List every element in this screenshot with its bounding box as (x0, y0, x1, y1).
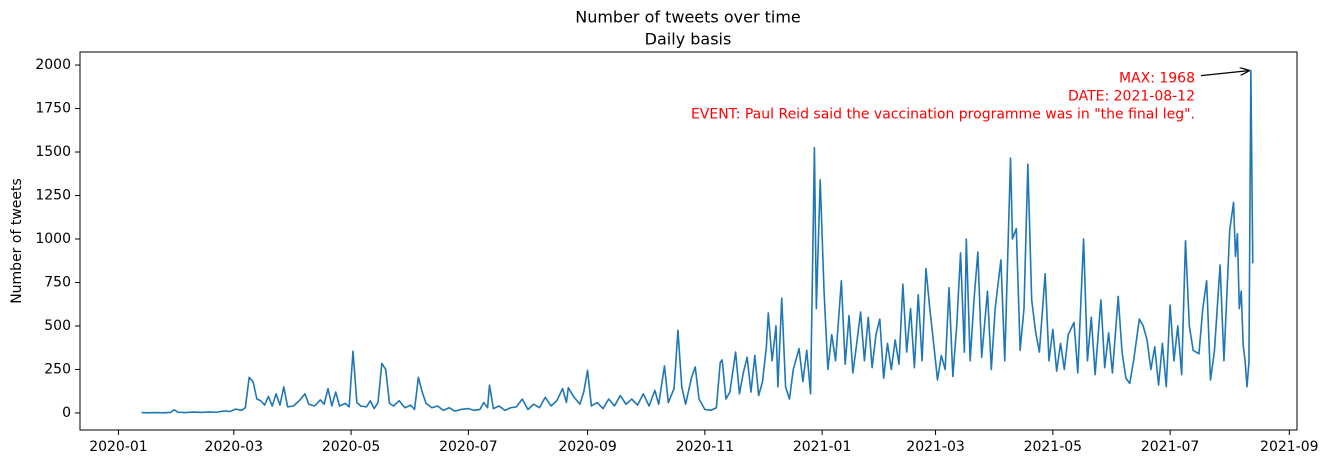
y-tick-label: 1500 (35, 144, 71, 160)
x-tick-label: 2021-09 (1260, 439, 1319, 455)
y-tick-label: 500 (44, 318, 71, 334)
y-tick-label: 750 (44, 274, 71, 290)
annotation-text: DATE: 2021-08-12 (1068, 89, 1195, 105)
x-tick-label: 2020-07 (439, 439, 498, 455)
y-axis-label: Number of tweets (9, 178, 25, 304)
x-tick-label: 2021-05 (1024, 439, 1083, 455)
x-tick-label: 2021-01 (793, 439, 852, 455)
x-tick-label: 2020-01 (89, 439, 148, 455)
x-tick-label: 2021-07 (1141, 439, 1200, 455)
x-tick-label: 2021-03 (906, 439, 965, 455)
chart-title: Number of tweets over time (575, 8, 801, 27)
annotation-arrow (1200, 71, 1249, 77)
y-tick-label: 1250 (35, 188, 71, 204)
annotation-text: EVENT: Paul Reid said the vaccination pr… (691, 107, 1195, 123)
series-line (141, 69, 1254, 414)
x-tick-label: 2020-09 (558, 439, 617, 455)
plot-frame (79, 51, 1298, 431)
x-tick-label: 2020-11 (676, 439, 735, 455)
y-tick-label: 250 (44, 361, 71, 377)
y-tick-label: 0 (62, 405, 71, 421)
annotation-text: MAX: 1968 (1119, 71, 1195, 87)
y-tick-label: 2000 (35, 57, 71, 73)
y-tick-label: 1000 (35, 231, 71, 247)
chart-subtitle: Daily basis (645, 30, 732, 49)
x-tick-label: 2020-03 (205, 439, 264, 455)
x-tick-label: 2020-05 (322, 439, 381, 455)
y-tick-label: 1750 (35, 101, 71, 117)
